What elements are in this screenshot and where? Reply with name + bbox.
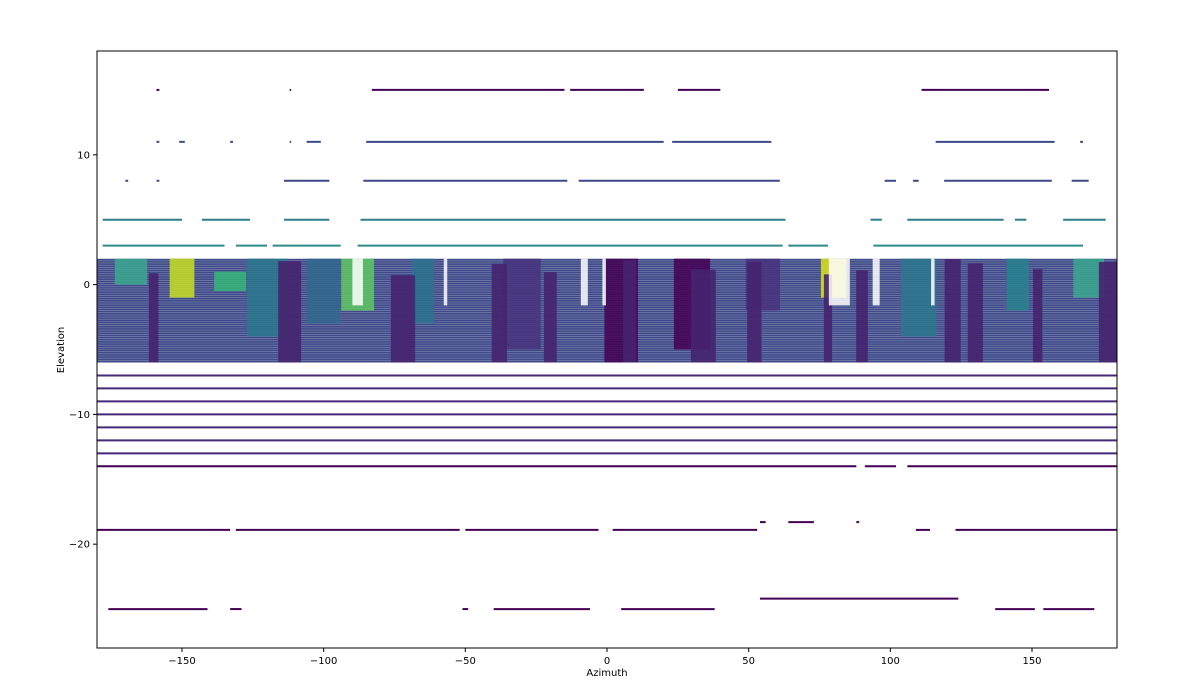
x-tick-label: 0 [604,656,610,667]
object-cluster [944,259,961,363]
x-tick-label: 50 [742,656,755,667]
x-tick-label: 150 [1022,656,1041,667]
no-return-gap [931,258,935,306]
x-tick-label: 100 [881,656,900,667]
no-return-gap [828,258,850,306]
x-axis-label: Azimuth [586,668,627,679]
object-cluster [503,258,541,350]
object-cluster [411,258,434,324]
object-cluster [1098,262,1117,363]
object-cluster [543,272,557,363]
object-cluster [823,274,833,363]
no-return-gap [602,258,606,306]
object-cluster [278,261,302,363]
object-cluster [214,271,247,292]
y-tick-label: −10 [69,410,90,421]
object-cluster [1006,258,1029,311]
object-cluster [856,270,868,363]
y-tick-label: −20 [69,540,90,551]
object-cluster [307,258,341,324]
object-cluster [690,269,716,363]
no-return-gap [443,258,448,306]
x-tick-label: −100 [310,656,337,667]
x-axis-ticks: −150 −100 −50 0 50 100 150 [168,648,1042,667]
object-cluster [1032,269,1043,363]
object-cluster [390,275,416,363]
x-tick-label: −150 [168,656,195,667]
object-cluster [114,258,148,285]
y-tick-label: 10 [77,150,90,161]
plot-area [97,88,1117,611]
object-cluster [623,260,637,363]
no-return-gap [352,258,363,306]
no-return-gap [580,258,588,306]
object-cluster [967,263,983,363]
y-tick-label: 0 [84,280,90,291]
y-axis-ticks: −20 −10 0 10 [69,150,97,551]
object-cluster [747,262,762,363]
x-tick-label: −50 [455,656,476,667]
object-cluster [491,263,507,363]
object-cluster [148,273,159,363]
no-return-gap [872,258,880,306]
object-cluster [900,258,937,337]
y-axis-label: Elevation [56,327,67,373]
object-cluster [169,258,195,298]
